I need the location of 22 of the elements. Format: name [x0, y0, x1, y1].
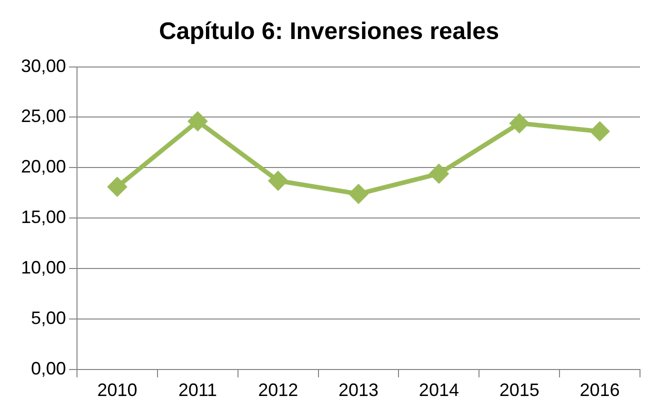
y-tick-label: 20,00	[20, 156, 66, 177]
x-tick-label: 2011	[178, 380, 218, 400]
point	[188, 112, 207, 131]
y-tick-label: 15,00	[20, 207, 66, 228]
point	[430, 164, 448, 183]
point	[510, 114, 529, 133]
point	[590, 122, 610, 141]
y-tick-label: 25,00	[20, 106, 66, 126]
x-tick-label: 2015	[499, 380, 540, 400]
point	[108, 178, 127, 196]
y-tick-label: 0,00	[30, 358, 66, 378]
x-tick-label: 2010	[97, 380, 138, 400]
y-tick-label: 10,00	[20, 258, 66, 278]
point	[349, 184, 368, 204]
x-tick-label: 2013	[338, 380, 379, 400]
y-tick-label: 30,00	[20, 56, 66, 76]
point	[268, 172, 288, 190]
x-tick-label: 2012	[258, 380, 298, 400]
y-tick-label: 5,00	[30, 308, 66, 328]
chart-title: Capítulo 6: Inversiones reales	[158, 18, 500, 46]
x-tick-label: 2016	[580, 380, 620, 400]
x-tick-label: 2014	[418, 380, 459, 400]
